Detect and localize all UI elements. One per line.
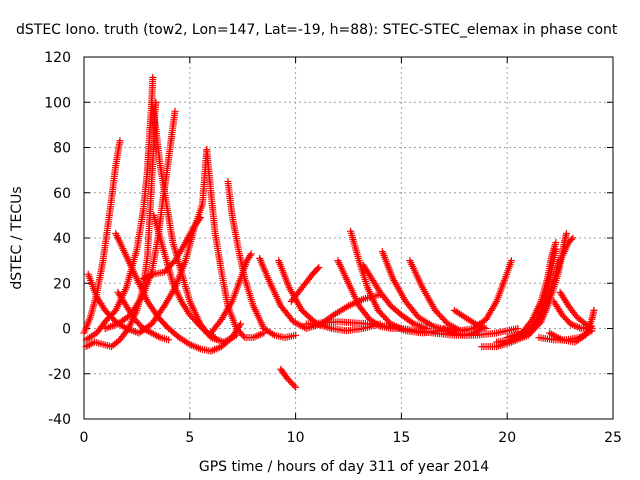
data-point xyxy=(247,250,255,258)
x-tick-label: 15 xyxy=(392,430,410,446)
x-tick-labels: 0 5 10 15 20 25 xyxy=(80,430,622,446)
y-tick-label: -20 xyxy=(48,367,71,383)
data-point xyxy=(507,257,515,265)
data-point xyxy=(165,336,173,344)
data-point xyxy=(216,317,224,325)
data-point xyxy=(590,306,598,314)
y-tick-label: 60 xyxy=(53,186,71,202)
data-point xyxy=(196,214,204,222)
data-point xyxy=(569,234,577,242)
y-tick-label: 20 xyxy=(53,276,71,292)
y-tick-label: 0 xyxy=(62,322,71,338)
chart-title: dSTEC Iono. truth (tow2, Lon=147, Lat=-1… xyxy=(16,22,618,38)
data-point xyxy=(314,265,322,273)
data-point xyxy=(116,137,124,145)
data-point xyxy=(171,107,179,115)
data-point xyxy=(149,73,157,81)
x-axis-label: GPS time / hours of day 311 of year 2014 xyxy=(199,459,489,475)
data-point xyxy=(246,252,254,260)
x-tick-label: 25 xyxy=(604,430,622,446)
data-point xyxy=(588,325,596,332)
x-tick-label: 5 xyxy=(185,430,194,446)
data-point xyxy=(292,383,300,391)
data-point xyxy=(154,333,162,341)
data-point xyxy=(209,333,217,341)
data-point xyxy=(290,382,298,390)
data-point xyxy=(315,263,323,271)
data-points xyxy=(80,73,598,391)
data-point xyxy=(567,236,575,244)
x-tick-label: 10 xyxy=(287,430,305,446)
data-point xyxy=(482,325,490,332)
data-point xyxy=(211,334,219,342)
y-tick-label: 100 xyxy=(44,95,71,111)
data-point xyxy=(292,331,300,339)
y-tick-label: 120 xyxy=(44,50,71,66)
y-tick-label: -40 xyxy=(48,412,71,428)
x-tick-label: 20 xyxy=(498,430,516,446)
data-point xyxy=(562,229,570,237)
y-axis-label: dSTEC / TECUs xyxy=(9,186,25,289)
data-point xyxy=(195,215,203,223)
data-point xyxy=(586,323,594,331)
y-tick-label: 40 xyxy=(53,231,71,247)
x-tick-label: 0 xyxy=(80,430,89,446)
y-tick-labels: -40 -20 0 20 40 60 80 100 120 xyxy=(44,50,71,428)
data-point xyxy=(552,239,560,247)
data-point xyxy=(239,332,247,340)
y-tick-label: 80 xyxy=(53,141,71,157)
